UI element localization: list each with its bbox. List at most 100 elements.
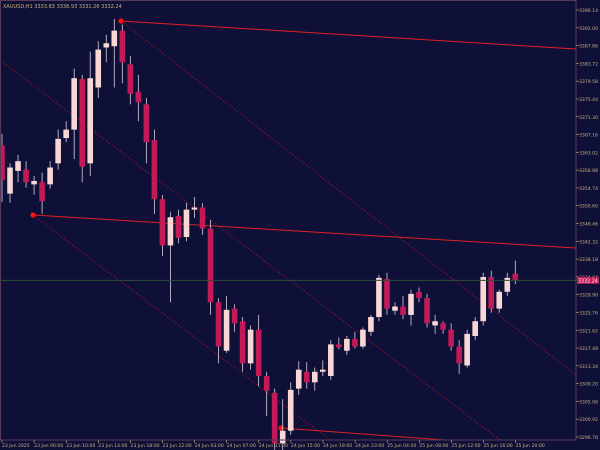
bear-candle-body bbox=[336, 344, 342, 348]
bear-candle-body bbox=[488, 277, 495, 309]
bull-candle-body bbox=[15, 161, 21, 171]
middle-channel-trendline[interactable] bbox=[32, 214, 577, 249]
bear-candle-body bbox=[352, 338, 358, 347]
bull-candle-body bbox=[320, 369, 326, 372]
bull-candle-body bbox=[55, 138, 61, 164]
price-tick-label: 3387.86 bbox=[579, 44, 598, 50]
time-tick-label: 23 Jun 10:00 bbox=[66, 443, 95, 449]
price-tick-label: 3338.18 bbox=[579, 257, 598, 263]
bear-candle-body bbox=[151, 140, 158, 200]
bull-candle-body bbox=[360, 329, 366, 347]
chart-header-ohlc: XAUUSD,H1 3333.83 3336.93 3331.26 3332.2… bbox=[3, 4, 122, 10]
bull-candle-body bbox=[191, 207, 198, 210]
candles-layer bbox=[0, 18, 519, 450]
price-tick-label: 3358.88 bbox=[579, 168, 598, 174]
time-tick-label: 24 Jun 19:00 bbox=[323, 443, 352, 449]
bull-candle-body bbox=[392, 306, 398, 311]
bear-candle-body bbox=[448, 329, 454, 347]
bear-candle-body bbox=[271, 392, 278, 444]
price-tick-label: 3325.76 bbox=[579, 310, 598, 316]
bull-candle-body bbox=[31, 180, 37, 185]
price-tick-label: 3354.74 bbox=[579, 186, 598, 192]
price-tick-label: 3392.00 bbox=[579, 26, 598, 32]
trendline-anchor-point[interactable] bbox=[30, 212, 36, 218]
time-tick-label: 25 Jun 08:00 bbox=[419, 443, 448, 449]
price-tick-label: 3305.06 bbox=[579, 399, 598, 405]
bear-candle-body bbox=[440, 323, 446, 330]
bear-candle-body bbox=[143, 104, 150, 143]
time-tick-label: 23 Jun 18:00 bbox=[130, 443, 159, 449]
bull-candle-body bbox=[376, 277, 382, 318]
bear-candle-body bbox=[79, 79, 85, 167]
bear-candle-body bbox=[400, 306, 406, 315]
bear-candle-body bbox=[199, 207, 206, 229]
price-tick-label: 3329.90 bbox=[579, 293, 598, 299]
bull-candle-body bbox=[111, 30, 118, 47]
bull-candle-body bbox=[295, 369, 302, 389]
dotted-channel-line-right[interactable] bbox=[120, 20, 577, 376]
bear-candle-body bbox=[239, 321, 246, 364]
bear-candle-body bbox=[127, 64, 134, 94]
current-price-label: 3332.24 bbox=[578, 278, 598, 284]
price-tick-label: 3396.14 bbox=[579, 8, 598, 14]
bull-candle-body bbox=[311, 371, 318, 383]
bull-candle-body bbox=[167, 217, 174, 246]
plot-border bbox=[0, 0, 577, 441]
trendline-anchor-point[interactable] bbox=[118, 18, 124, 24]
price-tick-label: 3346.46 bbox=[579, 222, 598, 228]
time-tick-label: 24 Jun 11:00 bbox=[259, 443, 288, 449]
current-price-label-bg bbox=[577, 276, 599, 284]
dotted-channel-line-lower[interactable] bbox=[32, 214, 331, 441]
price-tick-label: 3371.30 bbox=[579, 115, 598, 121]
time-tick-label: 23 Jun 22:00 bbox=[163, 443, 192, 449]
time-tick-label: 25 Jun 04:00 bbox=[387, 443, 416, 449]
price-tick-label: 3363.02 bbox=[579, 150, 598, 156]
bear-candle-body bbox=[424, 298, 430, 324]
bear-candle-body bbox=[255, 329, 262, 376]
trendline-anchor-point[interactable] bbox=[278, 425, 284, 431]
price-tick-label: 3313.34 bbox=[579, 364, 598, 370]
lower-channel-trendline[interactable] bbox=[280, 427, 446, 441]
bear-candle-body bbox=[119, 30, 126, 63]
bull-candle-body bbox=[183, 209, 190, 238]
bull-candle-body bbox=[480, 277, 486, 322]
price-tick-label: 3309.20 bbox=[579, 382, 598, 388]
bull-candle-body bbox=[472, 321, 478, 336]
time-tick-label: 23 Jun 14:00 bbox=[98, 443, 127, 449]
bear-candle-body bbox=[215, 302, 222, 347]
bull-candle-body bbox=[504, 277, 511, 292]
bull-candle-body bbox=[47, 167, 53, 185]
price-tick-label: 3300.92 bbox=[579, 417, 598, 423]
time-tick-label: 24 Jun 03:00 bbox=[195, 443, 224, 449]
bear-candle-body bbox=[135, 91, 142, 103]
bear-candle-body bbox=[231, 308, 238, 324]
price-tick-label: 3375.44 bbox=[579, 97, 598, 103]
price-tick-label: 3342.32 bbox=[579, 239, 598, 245]
upper-channel-trendline[interactable] bbox=[120, 20, 577, 50]
bull-candle-body bbox=[408, 293, 414, 315]
bull-candle-body bbox=[328, 344, 334, 376]
bear-candle-body bbox=[159, 199, 166, 246]
time-tick-label: 23 Jun 06:00 bbox=[34, 443, 63, 449]
bull-candle-body bbox=[223, 309, 230, 351]
bull-candle-body bbox=[432, 321, 438, 326]
bear-candle-body bbox=[175, 215, 182, 238]
bull-candle-body bbox=[496, 291, 503, 309]
bull-candle-body bbox=[368, 317, 374, 332]
time-tick-label: 24 Jun 23:00 bbox=[355, 443, 384, 449]
bear-candle-body bbox=[39, 182, 45, 202]
bull-candle-body bbox=[63, 129, 69, 139]
price-tick-label: 3367.16 bbox=[579, 133, 598, 139]
bull-candle-body bbox=[247, 329, 254, 364]
bear-candle-body bbox=[23, 169, 29, 183]
time-tick-label: 25 Jun 12:00 bbox=[451, 443, 480, 449]
bull-candle-body bbox=[464, 333, 470, 366]
bull-candle-body bbox=[87, 78, 94, 164]
bear-candle-body bbox=[207, 228, 214, 303]
trendline-layer[interactable] bbox=[0, 18, 577, 441]
time-tick-label: 25 Jun 20:00 bbox=[516, 443, 545, 449]
bull-candle-body bbox=[287, 389, 294, 431]
